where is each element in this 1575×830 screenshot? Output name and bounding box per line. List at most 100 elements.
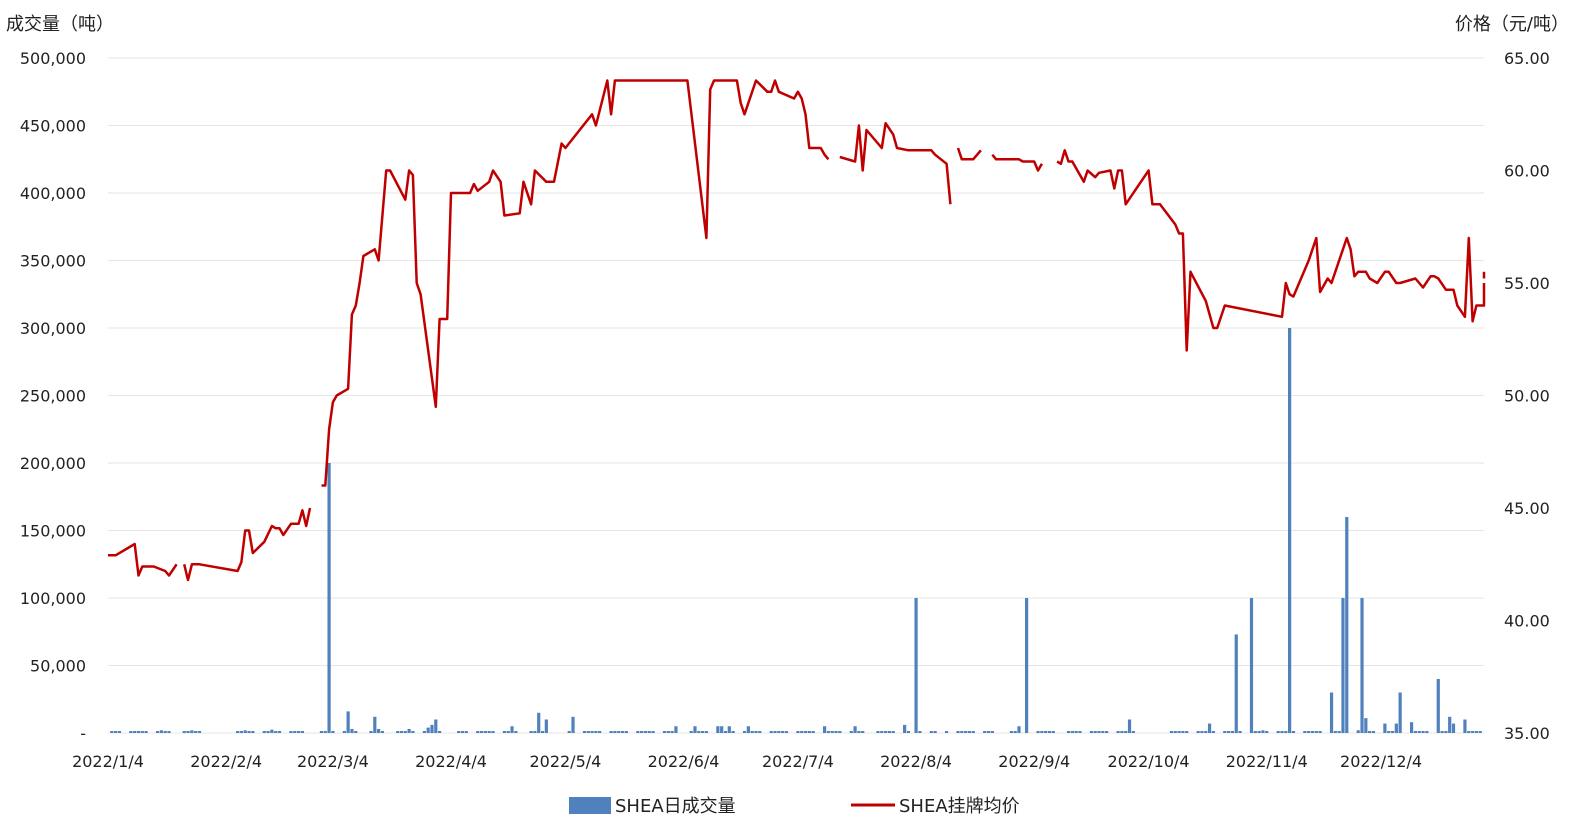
right-tick-label: 35.00: [1504, 724, 1550, 743]
volume-bar: [426, 727, 430, 733]
volume-bar: [399, 731, 404, 733]
volume-bar: [1478, 731, 1482, 733]
volume-bar: [346, 711, 350, 733]
volume-bar: [155, 731, 160, 733]
volume-bar: [331, 731, 335, 733]
volume-bar: [251, 731, 255, 733]
volume-bar: [540, 731, 545, 733]
volume-bar: [964, 731, 968, 733]
volume-bar: [114, 731, 118, 733]
volume-bar: [781, 731, 785, 733]
volume-bar: [620, 731, 625, 733]
volume-bar: [1211, 731, 1215, 733]
volume-bar: [277, 731, 282, 733]
volume-bar: [670, 731, 674, 733]
volume-bar: [1120, 731, 1124, 733]
volume-bar: [289, 731, 293, 733]
volume-bar: [582, 731, 587, 733]
left-axis-title: 成交量（吨）: [6, 14, 114, 35]
right-tick-label: 60.00: [1504, 162, 1550, 181]
x-tick-label: 2022/4/4: [415, 752, 487, 771]
left-tick-label: 150,000: [20, 522, 86, 541]
volume-bar: [293, 731, 297, 733]
volume-bar: [647, 731, 651, 733]
volume-bar: [1463, 719, 1467, 733]
volume-bar: [1436, 679, 1440, 733]
volume-bar: [537, 712, 541, 733]
volume-bar: [1474, 731, 1478, 733]
volume-bar: [1066, 731, 1071, 733]
volume-bar: [1009, 731, 1013, 733]
volume-bar: [1421, 731, 1425, 733]
volume-bar: [136, 731, 141, 733]
volume-bar: [396, 731, 400, 733]
volume-bar: [640, 731, 644, 733]
volume-bar: [777, 731, 781, 733]
x-tick-label: 2022/8/4: [880, 752, 952, 771]
volume-bar: [716, 726, 720, 733]
volume-bar: [182, 731, 186, 733]
left-tick-label: 250,000: [20, 387, 86, 406]
volume-bar: [1177, 731, 1181, 733]
volume-bar: [666, 731, 670, 733]
volume-bar: [1200, 731, 1204, 733]
x-tick-label: 2022/5/4: [529, 752, 601, 771]
volume-bar: [270, 729, 274, 733]
left-tick-label: 350,000: [20, 252, 86, 271]
volume-bar: [544, 719, 548, 733]
volume-bar: [1387, 731, 1391, 733]
volume-bar: [1291, 731, 1296, 733]
x-tick-label: 2022/3/4: [297, 752, 369, 771]
price-line-segment: [991, 153, 1043, 172]
volume-bar: [933, 731, 937, 733]
left-tick-label: 200,000: [20, 454, 86, 473]
volume-bar: [903, 724, 907, 733]
volume-bar: [1467, 731, 1471, 733]
volume-bar: [327, 463, 331, 733]
volume-bar: [422, 731, 426, 733]
legend-label-price: SHEA挂牌均价: [899, 796, 1020, 817]
volume-bar: [971, 731, 975, 733]
volume-bar: [1265, 730, 1269, 733]
volume-bar: [838, 731, 842, 733]
legend: SHEA日成交量 SHEA挂牌均价: [569, 796, 1020, 817]
volume-bar: [1169, 731, 1174, 733]
volume-bar: [1127, 719, 1132, 733]
volume-bar: [163, 731, 167, 733]
volume-bar: [1105, 731, 1109, 733]
right-tick-label: 40.00: [1504, 612, 1550, 631]
volume-bar: [697, 731, 701, 733]
volume-bar: [1238, 731, 1242, 733]
volume-bar: [586, 731, 590, 733]
volume-bar: [247, 731, 251, 733]
volume-bar: [624, 731, 628, 733]
volume-bar: [407, 728, 411, 733]
volume-bar: [857, 731, 861, 733]
volume-bar: [464, 731, 468, 733]
volume-bar: [651, 731, 655, 733]
volume-bar: [1288, 328, 1292, 733]
volume-bar: [144, 731, 148, 733]
right-tick-label: 55.00: [1504, 274, 1550, 293]
volume-bar: [701, 731, 705, 733]
volume-bar: [479, 731, 484, 733]
volume-bar: [918, 731, 922, 733]
volume-bar: [1314, 731, 1318, 733]
volume-bar: [502, 731, 507, 733]
volume-bar: [239, 730, 244, 733]
price-line-segment: [182, 507, 312, 582]
volume-bar: [487, 731, 491, 733]
volume-bar: [800, 731, 804, 733]
volume-bar: [636, 731, 640, 733]
volume-bar: [1074, 731, 1078, 733]
volume-bar: [1425, 731, 1429, 733]
price-line-segment: [1056, 149, 1486, 352]
volume-bar: [1185, 731, 1189, 733]
volume-bar: [1089, 731, 1094, 733]
x-tick-label: 2022/2/4: [190, 752, 262, 771]
volume-bar: [1364, 718, 1368, 733]
volume-bar: [830, 731, 834, 733]
volume-bar: [1230, 731, 1235, 733]
volume-bar: [1398, 692, 1402, 733]
volume-bar: [197, 731, 202, 733]
